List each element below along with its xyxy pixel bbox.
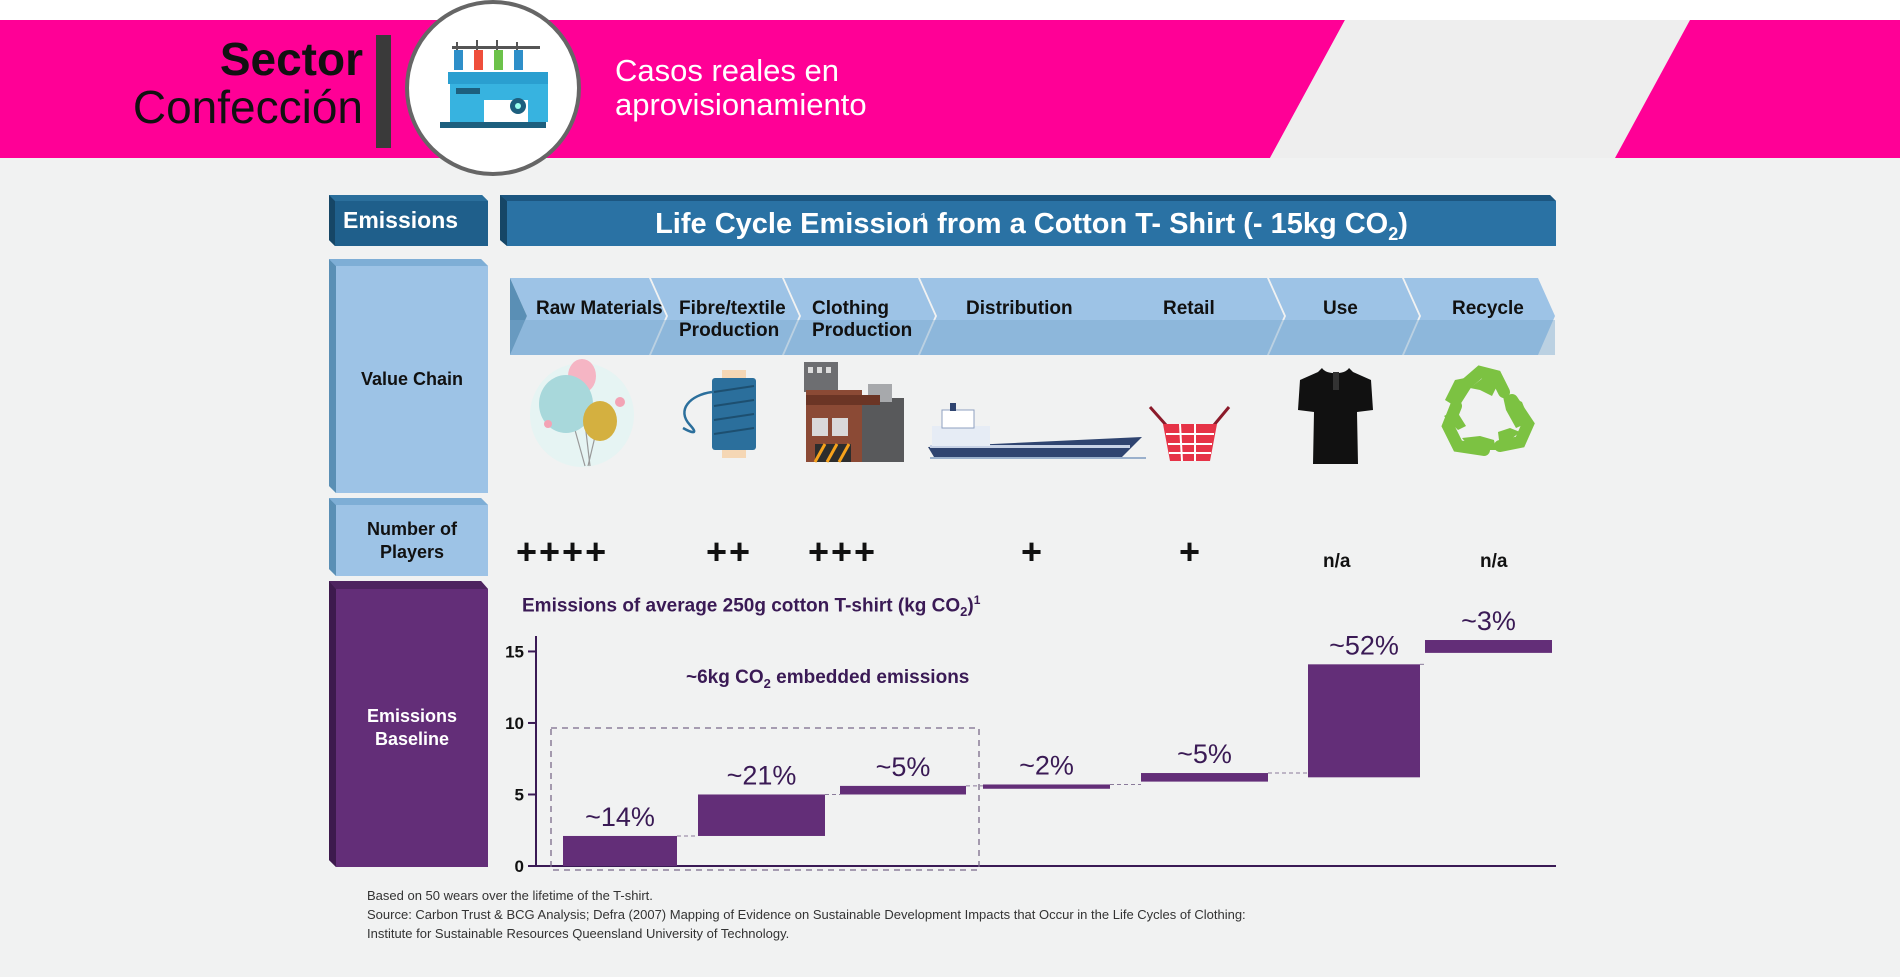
waterfall-bar [840,785,966,795]
sector-bold: Sector [219,33,363,85]
tshirt-icon [1298,368,1373,464]
players-clothing: +++ [808,531,878,572]
stage-label-clothing: Clothing Production [812,298,912,342]
players-label-bg [329,498,488,576]
chart-title-mark: 1 [973,593,981,607]
chart-title-end: ) [967,595,974,617]
waterfall-bar [1425,640,1552,653]
stage-label-distribution: Distribution [966,298,1073,319]
y-tick-label: 15 [505,642,524,661]
players-use: n/a [1323,551,1351,572]
cargo-ship-icon [928,403,1146,459]
row-label-emissions-baseline: Emissions Baseline [336,589,488,867]
magenta-banner-left [0,20,1345,158]
footnote-1: Based on 50 wears over the lifetime of t… [367,888,653,903]
row-label-number-of-players: Number of Players [336,505,488,576]
banner-gap [1270,20,1690,158]
annotation-end: embedded emissions [770,667,970,688]
sector-name: Confección [132,81,363,133]
bar-percent-label: ~52% [1329,630,1399,660]
stage-fibre-line2: Production [679,320,780,341]
players-distribution: + [1021,531,1045,572]
bar-percent-label: ~5% [876,752,931,782]
players-label-line2: Players [379,541,445,562]
sewing-machine-icon [405,0,581,176]
bar-percent-label: ~5% [1177,739,1232,769]
baseline-label-line2: Baseline [374,729,450,749]
stage-label-raw-materials: Raw Materials [536,298,663,319]
page-title: Sector Confección [133,36,363,130]
waterfall-bar [1308,664,1420,778]
embedded-emissions-box [550,727,980,871]
y-tick-label: 0 [515,857,524,876]
stage-label-use: Use [1323,298,1358,319]
recycle-icon [1441,365,1535,456]
stage-label-recycle: Recycle [1452,298,1524,319]
main-title-sub: 2 [1388,223,1399,244]
bar-percent-label: ~3% [1461,606,1516,636]
balloons-icon [530,359,634,467]
footnote-3: Institute for Sustainable Resources Quee… [367,926,790,941]
bar-percent-label: ~21% [727,760,797,790]
thread-spool-icon [682,370,756,458]
baseline-label-bg [329,581,488,867]
subtitle-line1: Casos reales en [615,53,840,88]
y-tick-label: 5 [515,785,524,804]
chart-annotation: ~6kg CO2 embedded emissions [686,667,969,691]
main-title: Life Cycle Emission from a Cotton T- Shi… [507,207,1556,251]
annotation-text: ~6kg CO [686,667,764,688]
players-label-line1: Number of [367,518,457,539]
page-subtitle: Casos reales en aprovisionamiento [615,54,867,122]
players-fibre: ++ [706,531,753,572]
stage-fibre-line1: Fibre/textile [679,298,786,319]
chart-title-text: Emissions of average 250g cotton T-shirt… [522,595,961,617]
title-divider [376,35,391,148]
waterfall-bar [1141,773,1268,782]
emissions-tab-label: Emissions [343,207,459,233]
waterfall-bar [983,784,1110,789]
shopping-basket-icon [1148,406,1231,462]
players-retail: + [1179,531,1203,572]
waterfall-bar [698,794,825,836]
stage-label-fibre: Fibre/textile Production [679,298,786,342]
stage-clothing-line2: Production [812,320,913,341]
stage-label-retail: Retail [1163,298,1215,319]
chart-title: Emissions of average 250g cotton T-shirt… [522,593,980,619]
value-chain-label-bg [329,259,488,493]
subtitle-line2: aprovisionamiento [615,87,867,122]
row-label-value-chain: Value Chain [360,369,464,389]
title-bar-bg [500,195,1556,246]
factory-icon [804,362,904,463]
players-raw-materials: ++++ [516,531,609,572]
bar-percent-label: ~14% [585,802,655,832]
main-title-footnote-mark: 1 [920,210,928,225]
emissions-tab-bg [329,195,488,246]
magenta-banner-right [1615,20,1900,158]
annotation-sub: 2 [763,675,771,691]
value-chain-chevrons [510,278,1555,355]
stage-clothing-line1: Clothing [812,298,890,319]
y-tick-label: 10 [505,714,524,733]
main-title-text: Life Cycle Emission from a Cotton T- Shi… [655,208,1389,240]
main-title-end: ) [1398,208,1408,240]
bar-percent-label: ~2% [1019,750,1074,780]
waterfall-bar [563,835,677,866]
players-recycle: n/a [1480,551,1508,572]
baseline-label-line1: Emissions [366,706,458,726]
chart-title-sub: 2 [960,604,968,620]
footnote-2: Source: Carbon Trust & BCG Analysis; Def… [367,907,1246,922]
